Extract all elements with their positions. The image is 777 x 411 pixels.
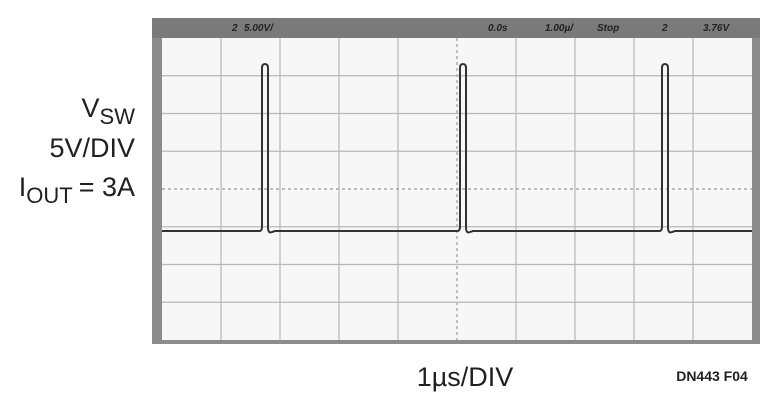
signal-scale: 5V/DIV [49,133,135,163]
signal: V [82,93,100,123]
current: I [19,172,27,202]
current-value: = 3A [79,172,135,202]
current-sub: OUT [26,183,72,208]
channel: 2 [231,23,238,34]
figure-id: DN443 F04 [676,368,748,384]
time-axis-label: 1µs/DIV [417,362,514,392]
scope-header-bar [152,18,760,38]
trigger-channel: 2 [661,23,668,34]
signal-sub: SW [100,104,136,129]
scope-grid [162,38,752,340]
trigger-level: 3.76V [703,23,730,34]
signal-label: VSW [82,93,136,129]
time-offset: 0.0s [488,23,508,34]
waveform [162,62,752,234]
time-scale: 1.00µ/ [545,23,574,34]
current-label: IOUT = 3A [19,172,135,208]
vertical-scale: 5.00V/ [244,23,274,34]
status: Stop [597,23,619,34]
